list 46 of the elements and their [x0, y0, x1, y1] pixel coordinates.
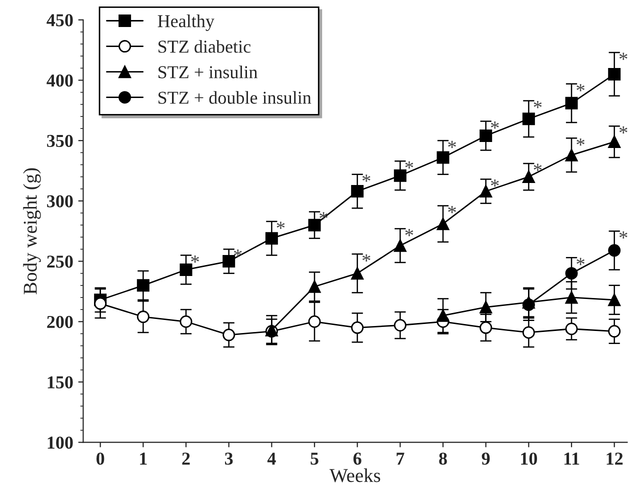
annotation: *: [490, 122, 499, 129]
x-tick-label: 11: [564, 452, 580, 465]
y-tick-label: 300: [47, 195, 73, 208]
annotation: *: [234, 249, 242, 257]
y-axis-title: Body weight (g): [23, 168, 41, 294]
x-tick-label: 4: [267, 452, 276, 465]
x-tick-label: 1: [140, 452, 147, 465]
annotation: *: [576, 138, 584, 146]
y-tick-label: 400: [46, 74, 73, 87]
annotation: *: [534, 101, 542, 108]
y-tick-label: 200: [47, 316, 73, 328]
x-tick-label: 9: [482, 452, 490, 465]
y-tick-label: 150: [48, 376, 73, 388]
x-tick-label: 6: [353, 452, 362, 465]
annotation: *: [405, 161, 414, 169]
annotation: *: [362, 254, 370, 262]
x-tick-label: 0: [96, 452, 104, 465]
annotation: *: [619, 52, 628, 60]
y-tick-label: 350: [47, 134, 73, 148]
legend-label: STZ + insulin: [158, 66, 258, 78]
x-tick-label: 10: [521, 452, 538, 465]
annotation: *: [191, 256, 199, 263]
x-tick-label: 8: [439, 452, 447, 465]
y-tick-label: 450: [46, 14, 73, 26]
annotation: *: [576, 84, 584, 92]
legend-label: STZ + double insulin: [158, 91, 312, 104]
annotation: *: [276, 222, 285, 229]
y-tick-label: 250: [47, 256, 73, 268]
x-tick-label: 3: [225, 452, 233, 465]
annotation: *: [448, 140, 456, 148]
annotation: *: [490, 179, 499, 187]
annotation: *: [619, 126, 628, 134]
y-tick-label: 100: [48, 436, 73, 449]
annotation: *: [448, 206, 456, 214]
annotation: *: [619, 231, 628, 239]
annotation: *: [534, 164, 542, 171]
annotation: *: [405, 228, 414, 236]
legend-label: Healthy: [158, 14, 214, 31]
annotation: *: [576, 258, 584, 266]
legend-label: STZ diabetic: [158, 40, 251, 53]
x-tick-label: 12: [606, 452, 623, 465]
x-tick-label: 2: [182, 452, 190, 465]
x-tick-label: 7: [396, 452, 404, 465]
x-axis-title: Weeks: [330, 468, 380, 482]
x-tick-label: 5: [310, 452, 318, 465]
annotation: *: [362, 174, 370, 182]
